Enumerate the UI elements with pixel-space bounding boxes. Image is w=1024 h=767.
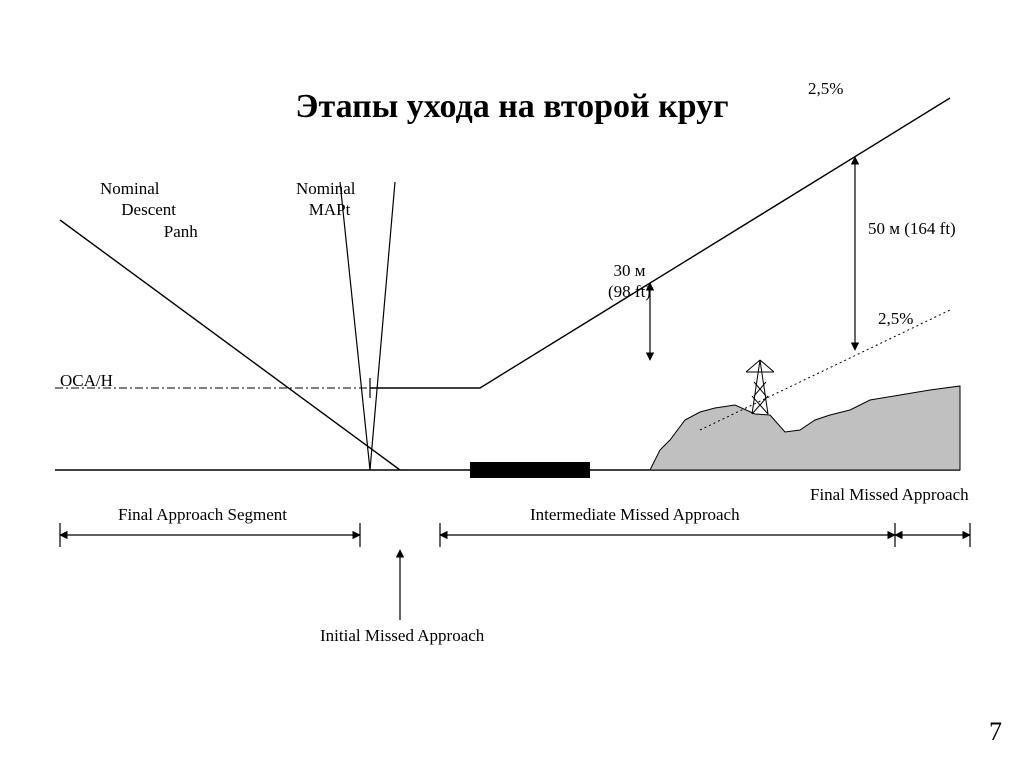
clearance-30m-label: 30 м (98 ft)	[608, 260, 651, 303]
page-number: 7	[989, 717, 1002, 747]
diagram-svg	[0, 0, 1024, 767]
nominal-descent-label: Nominal Descent Panh	[100, 178, 198, 242]
clearance-50m-label: 50 м (164 ft)	[868, 218, 956, 239]
intermediate-missed-label: Intermediate Missed Approach	[530, 504, 740, 525]
oca-h-label: OCA/H	[60, 370, 113, 391]
mapt-line-right	[370, 182, 395, 470]
runway	[470, 462, 590, 478]
final-approach-segment-label: Final Approach Segment	[118, 504, 287, 525]
missed-approach-path	[370, 98, 950, 388]
mapt-line-left	[340, 182, 370, 470]
initial-missed-label: Initial Missed Approach	[320, 625, 484, 646]
final-missed-label: Final Missed Approach	[810, 484, 969, 505]
gradient-lower-label: 2,5%	[878, 308, 913, 329]
terrain	[650, 386, 960, 470]
gradient-upper-label: 2,5%	[808, 78, 843, 99]
nominal-mapt-label: Nominal MAPt	[296, 178, 356, 221]
descent-line	[60, 220, 400, 470]
